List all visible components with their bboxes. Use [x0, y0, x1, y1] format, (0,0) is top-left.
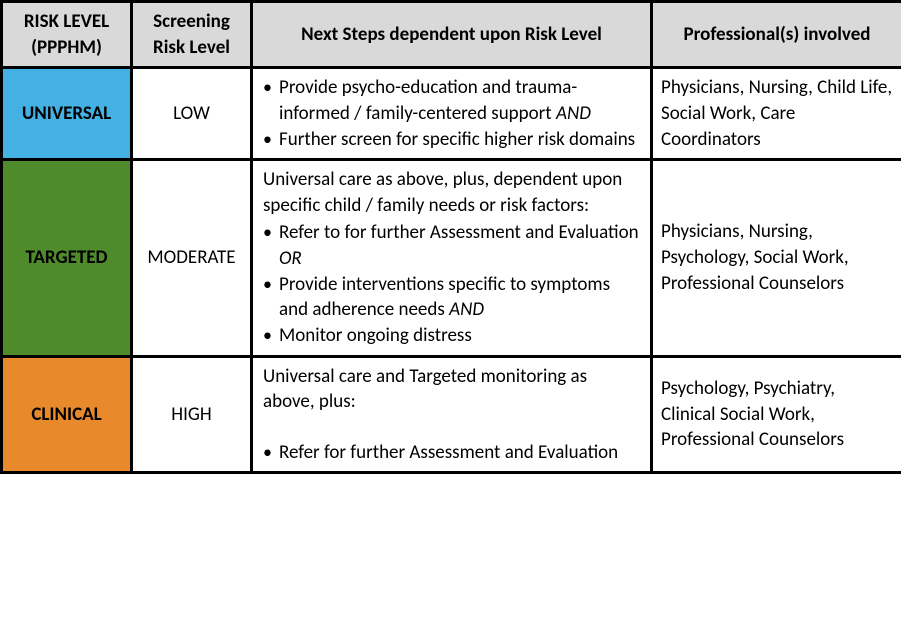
risk-cell-targeted: TARGETED — [2, 160, 132, 356]
step-bullet: Monitor ongoing distress — [261, 323, 642, 349]
step-bullet: Refer to for further Assessment and Eval… — [261, 220, 642, 271]
steps-intro-clinical: Universal care and Targeted monitoring a… — [261, 364, 642, 415]
screening-cell-universal: LOW — [132, 68, 252, 160]
steps-cell-universal: Provide psycho-education and trauma-info… — [252, 68, 652, 160]
row-clinical: CLINICAL HIGH Universal care and Targete… — [2, 356, 901, 473]
screening-cell-clinical: HIGH — [132, 356, 252, 473]
risk-level-table: RISK LEVEL (PPPHM) Screening Risk Level … — [0, 0, 901, 474]
step-bullet: Provide psycho-education and trauma-info… — [261, 75, 642, 126]
risk-cell-universal: UNIVERSAL — [2, 68, 132, 160]
steps-list-universal: Provide psycho-education and trauma-info… — [261, 75, 642, 152]
connector-and: AND — [556, 102, 591, 125]
steps-cell-targeted: Universal care as above, plus, dependent… — [252, 160, 652, 356]
step-bullet: Provide interventions specific to sympto… — [261, 272, 642, 323]
header-screening: Screening Risk Level — [132, 2, 252, 68]
professionals-cell-universal: Physicians, Nursing, Child Life, Social … — [652, 68, 901, 160]
row-universal: UNIVERSAL LOW Provide psycho-education a… — [2, 68, 901, 160]
steps-intro-targeted: Universal care as above, plus, dependent… — [261, 167, 642, 218]
screening-cell-targeted: MODERATE — [132, 160, 252, 356]
step-text: Provide interventions specific to sympto… — [279, 273, 610, 322]
step-bullet: Further screen for specific higher risk … — [261, 127, 642, 153]
risk-cell-clinical: CLINICAL — [2, 356, 132, 473]
steps-list-targeted: Refer to for further Assessment and Eval… — [261, 220, 642, 348]
steps-cell-clinical: Universal care and Targeted monitoring a… — [252, 356, 652, 473]
connector-or: OR — [279, 247, 302, 270]
step-bullet: Refer for further Assessment and Evaluat… — [261, 440, 642, 466]
step-text: Further screen for specific higher risk … — [279, 128, 635, 151]
step-text: Refer to for further Assessment and Eval… — [279, 221, 639, 270]
connector-and: AND — [449, 298, 484, 321]
header-professionals: Professional(s) involved — [652, 2, 901, 68]
step-text: Provide psycho-education and trauma-info… — [279, 76, 591, 125]
step-text: Monitor ongoing distress — [279, 324, 472, 347]
header-row: RISK LEVEL (PPPHM) Screening Risk Level … — [2, 2, 901, 68]
professionals-cell-clinical: Psychology, Psychiatry, Clinical Social … — [652, 356, 901, 473]
spacer — [261, 417, 642, 440]
header-steps: Next Steps dependent upon Risk Level — [252, 2, 652, 68]
steps-list-clinical: Refer for further Assessment and Evaluat… — [261, 440, 642, 466]
step-text: Refer for further Assessment and Evaluat… — [279, 441, 618, 464]
header-risk: RISK LEVEL (PPPHM) — [2, 2, 132, 68]
professionals-cell-targeted: Physicians, Nursing, Psychology, Social … — [652, 160, 901, 356]
row-targeted: TARGETED MODERATE Universal care as abov… — [2, 160, 901, 356]
